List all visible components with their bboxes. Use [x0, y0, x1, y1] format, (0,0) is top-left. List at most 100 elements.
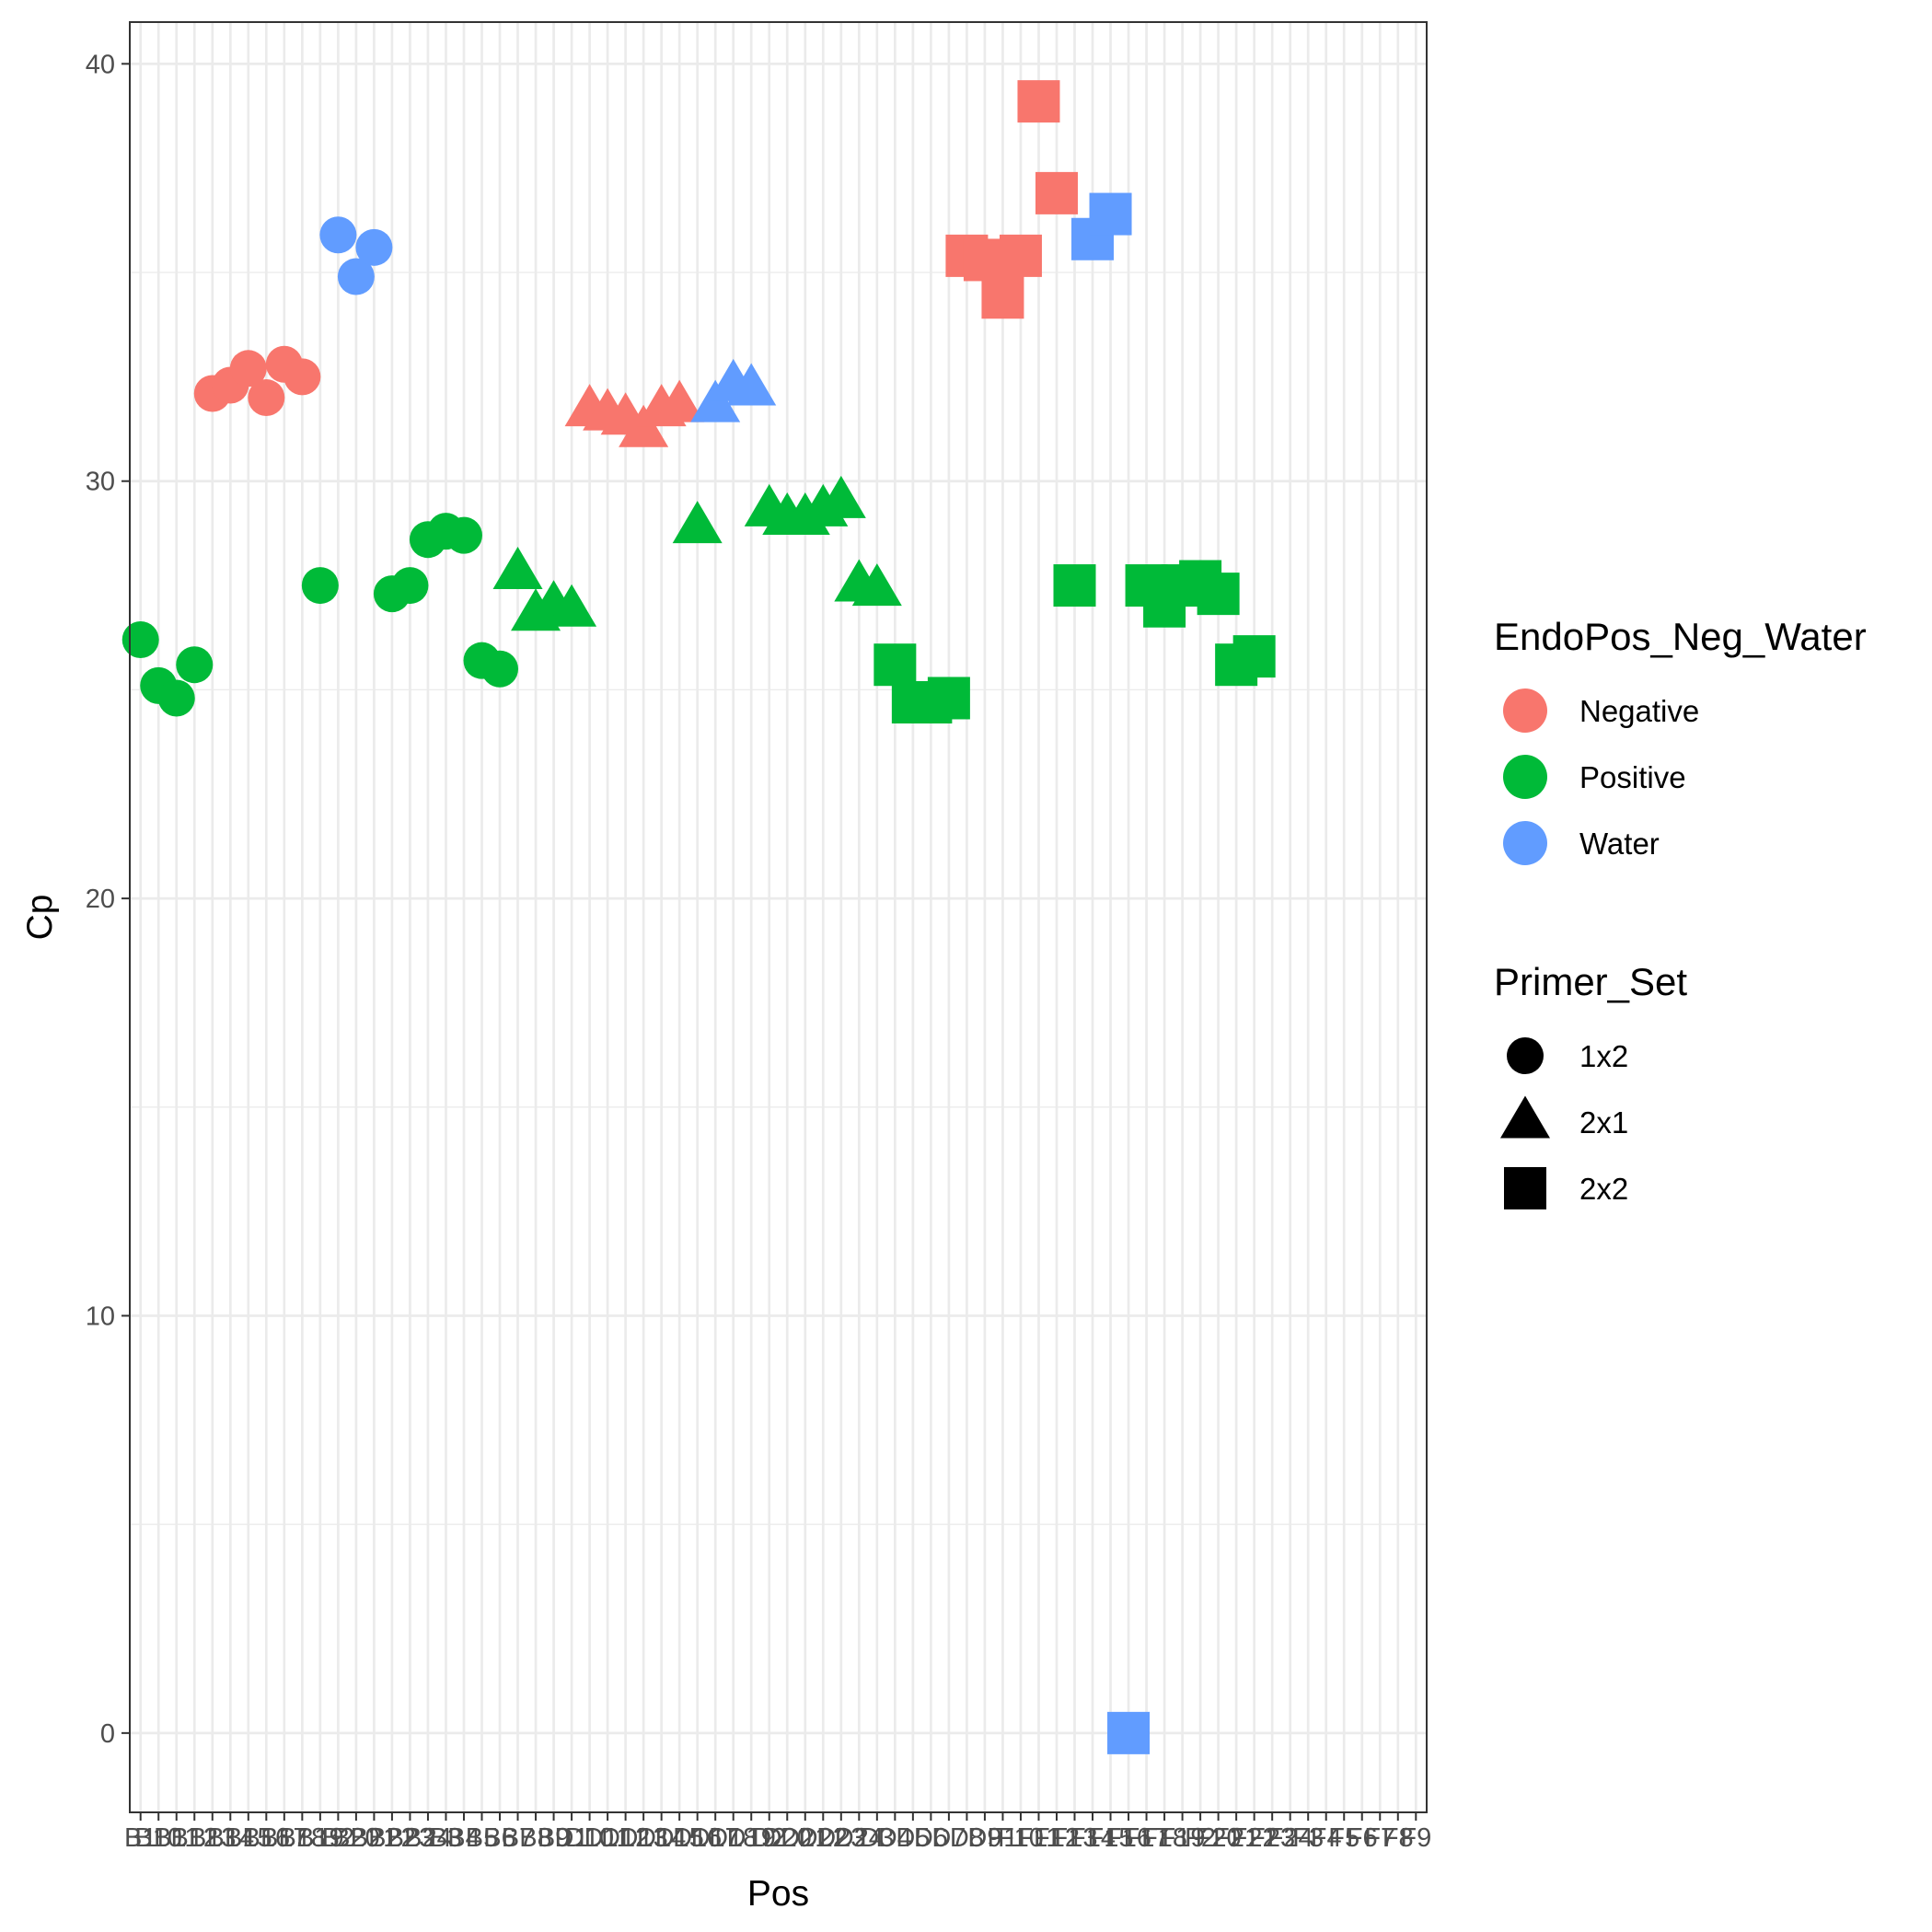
- x-tick-label: D3: [860, 1823, 894, 1853]
- x-tick-label: D21: [781, 1823, 829, 1853]
- data-point: [176, 646, 214, 684]
- data-point: [1107, 1711, 1151, 1754]
- legend-label: Negative: [1579, 694, 1699, 728]
- legend-label: Positive: [1579, 760, 1686, 794]
- data-point: [999, 234, 1042, 277]
- data-point: [391, 567, 429, 605]
- x-tick-label: B17: [260, 1823, 308, 1853]
- x-tick-label: F9: [1400, 1823, 1431, 1853]
- x-tick-label: D11: [584, 1823, 631, 1853]
- x-tick-label: D14: [637, 1823, 686, 1853]
- x-tick-label: D22: [799, 1823, 848, 1853]
- x-tick-label: F7: [1364, 1823, 1395, 1853]
- x-tick-label: D23: [816, 1823, 865, 1853]
- data-point: [816, 475, 866, 518]
- x-tick-label: F13: [1052, 1823, 1098, 1853]
- x-tick-label: B12: [170, 1823, 218, 1853]
- x-tick-label: B10: [134, 1823, 182, 1853]
- panel-border: [129, 21, 1428, 1813]
- data-point: [355, 228, 393, 266]
- x-tick-label: D20: [763, 1823, 812, 1853]
- data-point: [1197, 573, 1240, 616]
- x-tick-label: B24: [404, 1823, 452, 1853]
- y-tick-label: 10: [86, 1301, 115, 1331]
- data-point: [157, 679, 195, 717]
- data-point: [851, 563, 902, 607]
- x-tick-label: B5: [466, 1823, 498, 1853]
- x-tick-label: D10: [565, 1823, 614, 1853]
- x-tick-label: B22: [368, 1823, 416, 1853]
- x-tick-label: D9: [967, 1823, 1001, 1853]
- x-tick-label: F3: [1292, 1823, 1324, 1853]
- data-point: [301, 567, 339, 605]
- x-tick-label: F16: [1105, 1823, 1151, 1853]
- x-tick-label: B19: [296, 1823, 344, 1853]
- x-tick-label: F17: [1124, 1823, 1170, 1853]
- data-point: [121, 621, 159, 659]
- legend-label: 1x2: [1579, 1039, 1628, 1073]
- x-tick-label: F2: [1185, 1823, 1216, 1853]
- x-tick-label: D6: [914, 1823, 948, 1853]
- data-point: [963, 238, 1006, 282]
- color-legend-title: EndoPos_Neg_Water: [1494, 615, 1867, 658]
- x-tick-label: F6: [1347, 1823, 1378, 1853]
- legend-label: 2x1: [1579, 1105, 1628, 1140]
- x-tick-label: B16: [243, 1823, 291, 1853]
- data-point: [1035, 171, 1078, 214]
- legend-key-water: [1503, 821, 1547, 865]
- data-point: [1089, 192, 1132, 236]
- y-tick-label: 0: [100, 1719, 115, 1749]
- x-tick-label: F20: [1196, 1823, 1242, 1853]
- x-axis-title: Pos: [747, 1874, 809, 1914]
- color-legend: EndoPos_Neg_Water Negative Positive Water: [1494, 615, 1867, 865]
- data-point: [1053, 564, 1096, 607]
- x-tick-label: B4: [447, 1823, 480, 1853]
- x-tick-label: D17: [691, 1823, 740, 1853]
- data-point: [445, 516, 482, 554]
- x-tick-label: D2: [752, 1823, 786, 1853]
- x-axis: B1B10B11B12B13B14B15B16B17B18B19B2B20B21…: [124, 1812, 1431, 1853]
- data-point: [927, 677, 970, 720]
- data-point: [547, 584, 597, 627]
- x-tick-label: F4: [1311, 1823, 1342, 1853]
- x-tick-label: D5: [896, 1823, 930, 1853]
- data-point: [873, 643, 917, 687]
- data-point: [672, 501, 723, 544]
- x-tick-label: F15: [1088, 1823, 1134, 1853]
- data-point: [481, 650, 519, 688]
- x-tick-label: D16: [673, 1823, 722, 1853]
- x-tick-label: B15: [225, 1823, 272, 1853]
- data-point: [654, 379, 705, 422]
- shape-legend: Primer_Set 1x2 2x1 2x2: [1494, 960, 1687, 1209]
- x-tick-label: B6: [483, 1823, 515, 1853]
- x-tick-label: F5: [1328, 1823, 1359, 1853]
- shape-legend-title: Primer_Set: [1494, 960, 1687, 1003]
- x-tick-label: B1: [124, 1823, 156, 1853]
- x-tick-label: F12: [1034, 1823, 1080, 1853]
- legend-label: Water: [1579, 827, 1660, 861]
- x-tick-label: B8: [519, 1823, 551, 1853]
- data-point: [492, 546, 543, 589]
- x-tick-label: D7: [931, 1823, 966, 1853]
- x-tick-label: F8: [1382, 1823, 1414, 1853]
- x-tick-label: B11: [154, 1823, 199, 1853]
- x-tick-label: B20: [332, 1823, 380, 1853]
- x-tick-label: D24: [835, 1823, 884, 1853]
- x-tick-label: B9: [538, 1823, 570, 1853]
- x-tick-label: D1: [555, 1823, 589, 1853]
- x-tick-label: F21: [1213, 1823, 1259, 1853]
- x-tick-label: D4: [878, 1823, 912, 1853]
- x-tick-label: D18: [709, 1823, 758, 1853]
- x-tick-label: F19: [1160, 1823, 1206, 1853]
- y-tick-label: 40: [86, 50, 115, 79]
- legend-label: 2x2: [1579, 1172, 1628, 1206]
- x-tick-label: F22: [1232, 1823, 1278, 1853]
- major-gridlines: [130, 22, 1427, 1812]
- y-axis-title: Cp: [20, 895, 60, 941]
- data-point: [1017, 80, 1060, 123]
- x-tick-label: B18: [279, 1823, 327, 1853]
- data-point: [726, 363, 777, 406]
- x-tick-label: B2: [322, 1823, 354, 1853]
- x-tick-label: F23: [1249, 1823, 1295, 1853]
- legend-key-2x2: [1504, 1167, 1546, 1209]
